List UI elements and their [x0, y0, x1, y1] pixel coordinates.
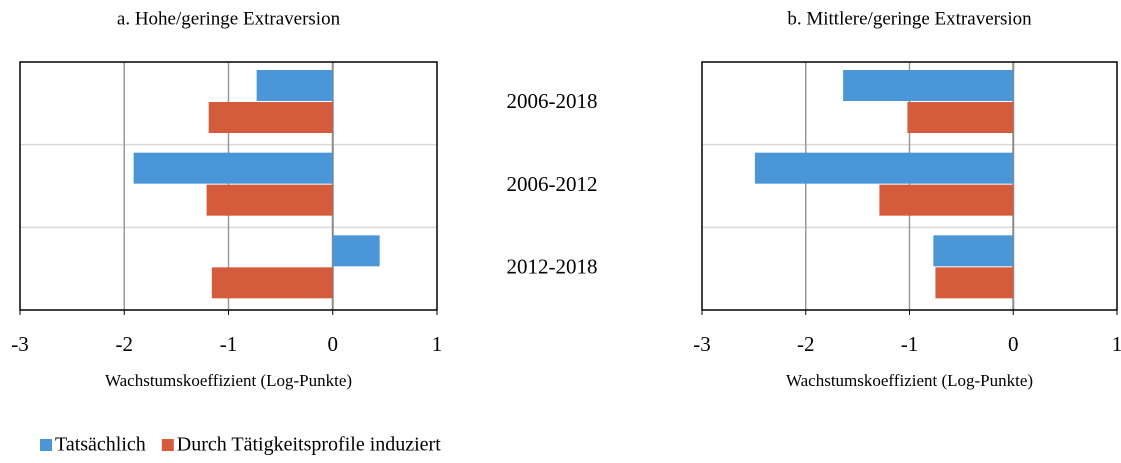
legend-label: Tatsächlich	[55, 434, 146, 456]
bar	[206, 184, 333, 216]
legend-label: Durch Tätigkeitsprofile induziert	[177, 434, 441, 456]
x-axis-label: Wachstumskoeffizient (Log-Punkte)	[105, 371, 352, 390]
category-label: 2012-2018	[507, 254, 598, 278]
x-tick-label: 1	[1112, 332, 1121, 356]
bar	[935, 267, 1014, 299]
chart-title: a. Hohe/geringe Extraversion	[117, 8, 341, 29]
x-tick-label: -3	[11, 332, 29, 356]
bar	[933, 235, 1014, 267]
legend-swatch	[40, 439, 52, 451]
bar	[843, 70, 1014, 101]
bar	[332, 235, 380, 267]
bar	[907, 102, 1014, 133]
bar	[133, 152, 333, 184]
bar	[211, 267, 333, 299]
x-axis-label: Wachstumskoeffizient (Log-Punkte)	[786, 371, 1033, 390]
x-tick-label: -3	[693, 332, 711, 356]
x-tick-label: -2	[797, 332, 815, 356]
x-tick-label: 1	[432, 332, 443, 356]
bar	[754, 152, 1014, 184]
x-tick-label: -1	[901, 332, 919, 356]
x-tick-label: 0	[1008, 332, 1019, 356]
x-tick-label: -2	[116, 332, 134, 356]
legend-swatch	[161, 439, 174, 451]
category-label: 2006-2018	[507, 89, 598, 113]
bar	[256, 70, 333, 101]
x-tick-label: -1	[220, 332, 238, 356]
plot-border	[701, 61, 1118, 311]
bar	[208, 102, 333, 133]
category-label: 2006-2012	[507, 172, 598, 196]
chart-title: b. Mittlere/geringe Extraversion	[787, 8, 1032, 29]
bar	[879, 184, 1014, 216]
plot-border	[19, 61, 438, 311]
x-tick-label: 0	[328, 332, 339, 356]
